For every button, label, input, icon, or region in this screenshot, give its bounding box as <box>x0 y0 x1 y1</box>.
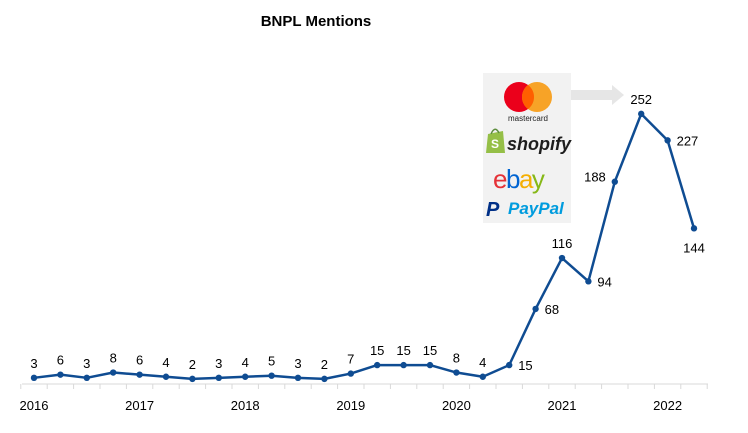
data-label: 68 <box>545 302 559 317</box>
data-label: 4 <box>162 355 169 370</box>
data-point <box>321 375 328 383</box>
data-point <box>110 369 117 376</box>
data-point <box>268 372 275 379</box>
data-label: 15 <box>396 343 410 358</box>
data-point <box>242 373 249 380</box>
data-point <box>162 373 170 380</box>
data-label: 8 <box>110 351 117 366</box>
series-line <box>33 112 696 381</box>
data-point <box>294 374 302 382</box>
data-label: 3 <box>294 356 301 371</box>
data-point <box>664 137 671 144</box>
series-line-path <box>33 112 696 381</box>
data-point <box>136 371 143 378</box>
data-label: 116 <box>552 236 573 251</box>
paypal-logo: P PayPal <box>486 199 565 221</box>
data-point <box>638 110 645 118</box>
data-label: 7 <box>347 352 354 367</box>
data-point <box>400 361 407 369</box>
data-point <box>347 370 354 377</box>
ebay-logo: ebay ebay <box>493 164 546 194</box>
data-point <box>585 278 592 285</box>
paypal-wordmark: PayPal <box>508 199 565 218</box>
data-points <box>30 110 698 383</box>
paypal-p-icon: P <box>486 199 500 221</box>
svg-text:ebay: ebay <box>493 164 545 194</box>
data-labels: 3 6 3 8 6 4 2 3 4 5 3 2 7 15 15 15 8 4 15 68 116 94 188 252 227 1… <box>30 92 704 373</box>
data-label: 6 <box>136 353 143 368</box>
x-tick-label: 2018 <box>231 398 260 413</box>
data-point <box>558 254 566 262</box>
svg-text:S: S <box>491 137 499 151</box>
data-label: 4 <box>242 355 249 370</box>
data-point <box>532 305 539 313</box>
data-label: 227 <box>677 133 699 148</box>
data-point <box>57 371 64 378</box>
x-tick-label: 2019 <box>336 398 365 413</box>
data-point <box>374 361 381 369</box>
data-point <box>215 374 222 382</box>
data-point <box>426 361 434 369</box>
logo-annotation: mastercard S shopify ebay ebay P PayPal <box>483 73 624 223</box>
x-axis-ticks <box>20 384 708 389</box>
data-label: 144 <box>683 240 705 255</box>
data-label: 3 <box>83 356 90 371</box>
x-tick-label: 2021 <box>548 398 577 413</box>
data-label: 8 <box>453 351 460 366</box>
data-label: 188 <box>584 170 606 185</box>
data-label: 15 <box>518 358 532 373</box>
mastercard-logo: mastercard <box>504 82 552 123</box>
data-label: 94 <box>597 274 611 289</box>
data-label: 5 <box>268 354 275 369</box>
data-point <box>453 369 460 376</box>
data-point <box>690 225 698 232</box>
data-point <box>506 361 513 369</box>
x-tick-label: 2016 <box>20 398 49 413</box>
data-label: 15 <box>370 343 384 358</box>
data-point <box>611 178 618 185</box>
data-point <box>30 374 38 382</box>
mastercard-wordmark: mastercard <box>508 114 548 123</box>
data-label: 4 <box>479 355 486 370</box>
data-label: 2 <box>189 357 196 372</box>
x-tick-label: 2017 <box>125 398 154 413</box>
chart-title: BNPL Mentions <box>261 13 372 30</box>
data-point <box>479 373 486 380</box>
data-label: 6 <box>57 353 64 368</box>
data-label: 2 <box>321 357 328 372</box>
x-tick-label: 2022 <box>653 398 682 413</box>
shopify-logo: S shopify <box>486 128 572 154</box>
data-label: 3 <box>215 356 222 371</box>
data-label: 252 <box>630 92 652 107</box>
shopify-wordmark: shopify <box>507 134 572 154</box>
x-axis-labels: 2016 2017 2018 2019 2020 2021 2022 <box>20 398 683 413</box>
data-point <box>189 375 196 383</box>
data-label: 15 <box>423 343 437 358</box>
annotation-arrow <box>571 85 624 105</box>
data-point <box>83 374 91 382</box>
data-label: 3 <box>30 356 37 371</box>
shopify-bag-icon <box>486 131 505 153</box>
x-tick-label: 2020 <box>442 398 471 413</box>
